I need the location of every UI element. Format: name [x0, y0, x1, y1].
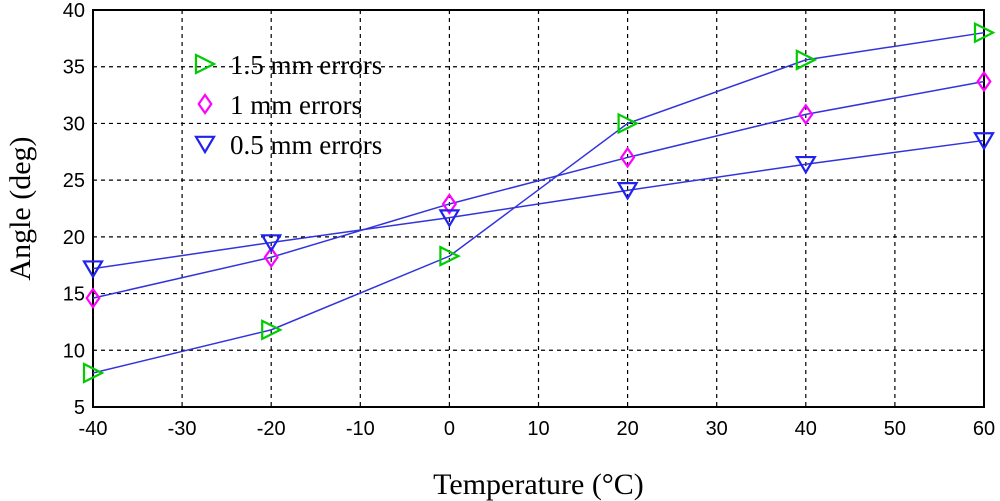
plot-area	[92, 9, 985, 408]
series-line	[92, 80, 985, 299]
legend-label: 1 mm errors	[230, 90, 362, 120]
data-point	[260, 234, 283, 253]
y-tick-label: 5	[74, 397, 85, 419]
legend-marker	[194, 135, 216, 155]
x-tick-label: 20	[616, 418, 638, 440]
x-tick-label: -20	[257, 418, 286, 440]
x-tick-label: 0	[444, 418, 455, 440]
x-axis-title: Temperature (°C)	[433, 468, 644, 501]
y-tick-label: 15	[63, 284, 85, 306]
x-tick-label: -30	[168, 418, 197, 440]
data-point	[82, 362, 105, 384]
grid-lines	[93, 10, 984, 407]
x-tick-label: 40	[795, 418, 817, 440]
series-markers	[82, 21, 996, 384]
legend-marker	[194, 53, 217, 75]
data-point	[82, 260, 104, 279]
data-point	[798, 103, 814, 126]
data-point	[973, 132, 995, 151]
data-point	[263, 246, 279, 269]
x-tick-label: 60	[973, 418, 995, 440]
data-point	[794, 155, 817, 175]
x-tick-label: 50	[884, 418, 906, 440]
y-tick-label: 30	[63, 113, 85, 135]
y-tick-label: 10	[63, 340, 85, 362]
series-line	[92, 139, 985, 270]
y-axis-title: Angle (deg)	[4, 136, 37, 280]
x-tick-label: -40	[79, 418, 108, 440]
data-point	[795, 49, 818, 71]
data-point	[439, 245, 461, 267]
x-tick-label: -10	[346, 418, 375, 440]
data-point	[973, 21, 996, 44]
data-point	[438, 209, 461, 228]
x-tick-label: 30	[706, 418, 728, 440]
series-line	[92, 31, 985, 374]
y-tick-label: 35	[63, 57, 85, 79]
legend-marker	[197, 93, 213, 115]
data-point	[441, 193, 458, 215]
data-point	[261, 319, 283, 341]
x-tick-label: 10	[527, 418, 549, 440]
legend-label: 0.5 mm errors	[230, 130, 382, 160]
data-point	[976, 70, 992, 93]
data-point	[85, 287, 101, 310]
y-tick-label: 25	[63, 170, 85, 192]
data-point	[619, 146, 636, 169]
legend: 1.5 mm errors 1 mm errors 0.5 mm errors	[194, 50, 382, 160]
legend-label: 1.5 mm errors	[230, 50, 382, 80]
y-tick-label: 20	[63, 227, 85, 249]
data-point	[616, 182, 639, 201]
y-tick-label: 40	[63, 0, 85, 22]
data-point	[617, 112, 640, 135]
axis-ticks: -40 -30 -20 -10 0 10 20 30 40 50 60 5 10 15 20 25 30 35 40	[63, 0, 995, 440]
series-lines	[92, 31, 985, 374]
